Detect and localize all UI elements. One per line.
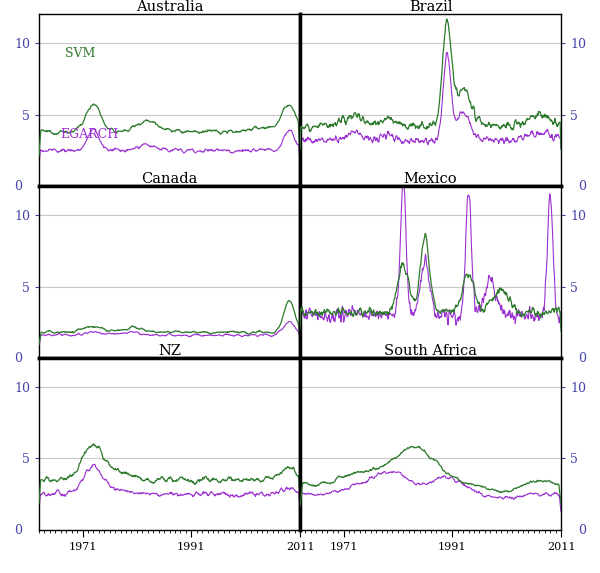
- Text: 0: 0: [578, 180, 586, 193]
- Text: 0: 0: [578, 524, 586, 536]
- Text: 0: 0: [14, 180, 22, 193]
- Text: 0: 0: [578, 352, 586, 364]
- Title: Mexico: Mexico: [404, 172, 457, 186]
- Title: NZ: NZ: [158, 344, 181, 358]
- Text: SVM: SVM: [65, 48, 95, 60]
- Title: Brazil: Brazil: [409, 1, 452, 14]
- Text: 0: 0: [14, 524, 22, 536]
- Title: Canada: Canada: [142, 172, 197, 186]
- Title: South Africa: South Africa: [384, 344, 477, 358]
- Text: 0: 0: [14, 352, 22, 364]
- Text: EGARCH: EGARCH: [60, 128, 118, 141]
- Title: Australia: Australia: [136, 1, 203, 14]
